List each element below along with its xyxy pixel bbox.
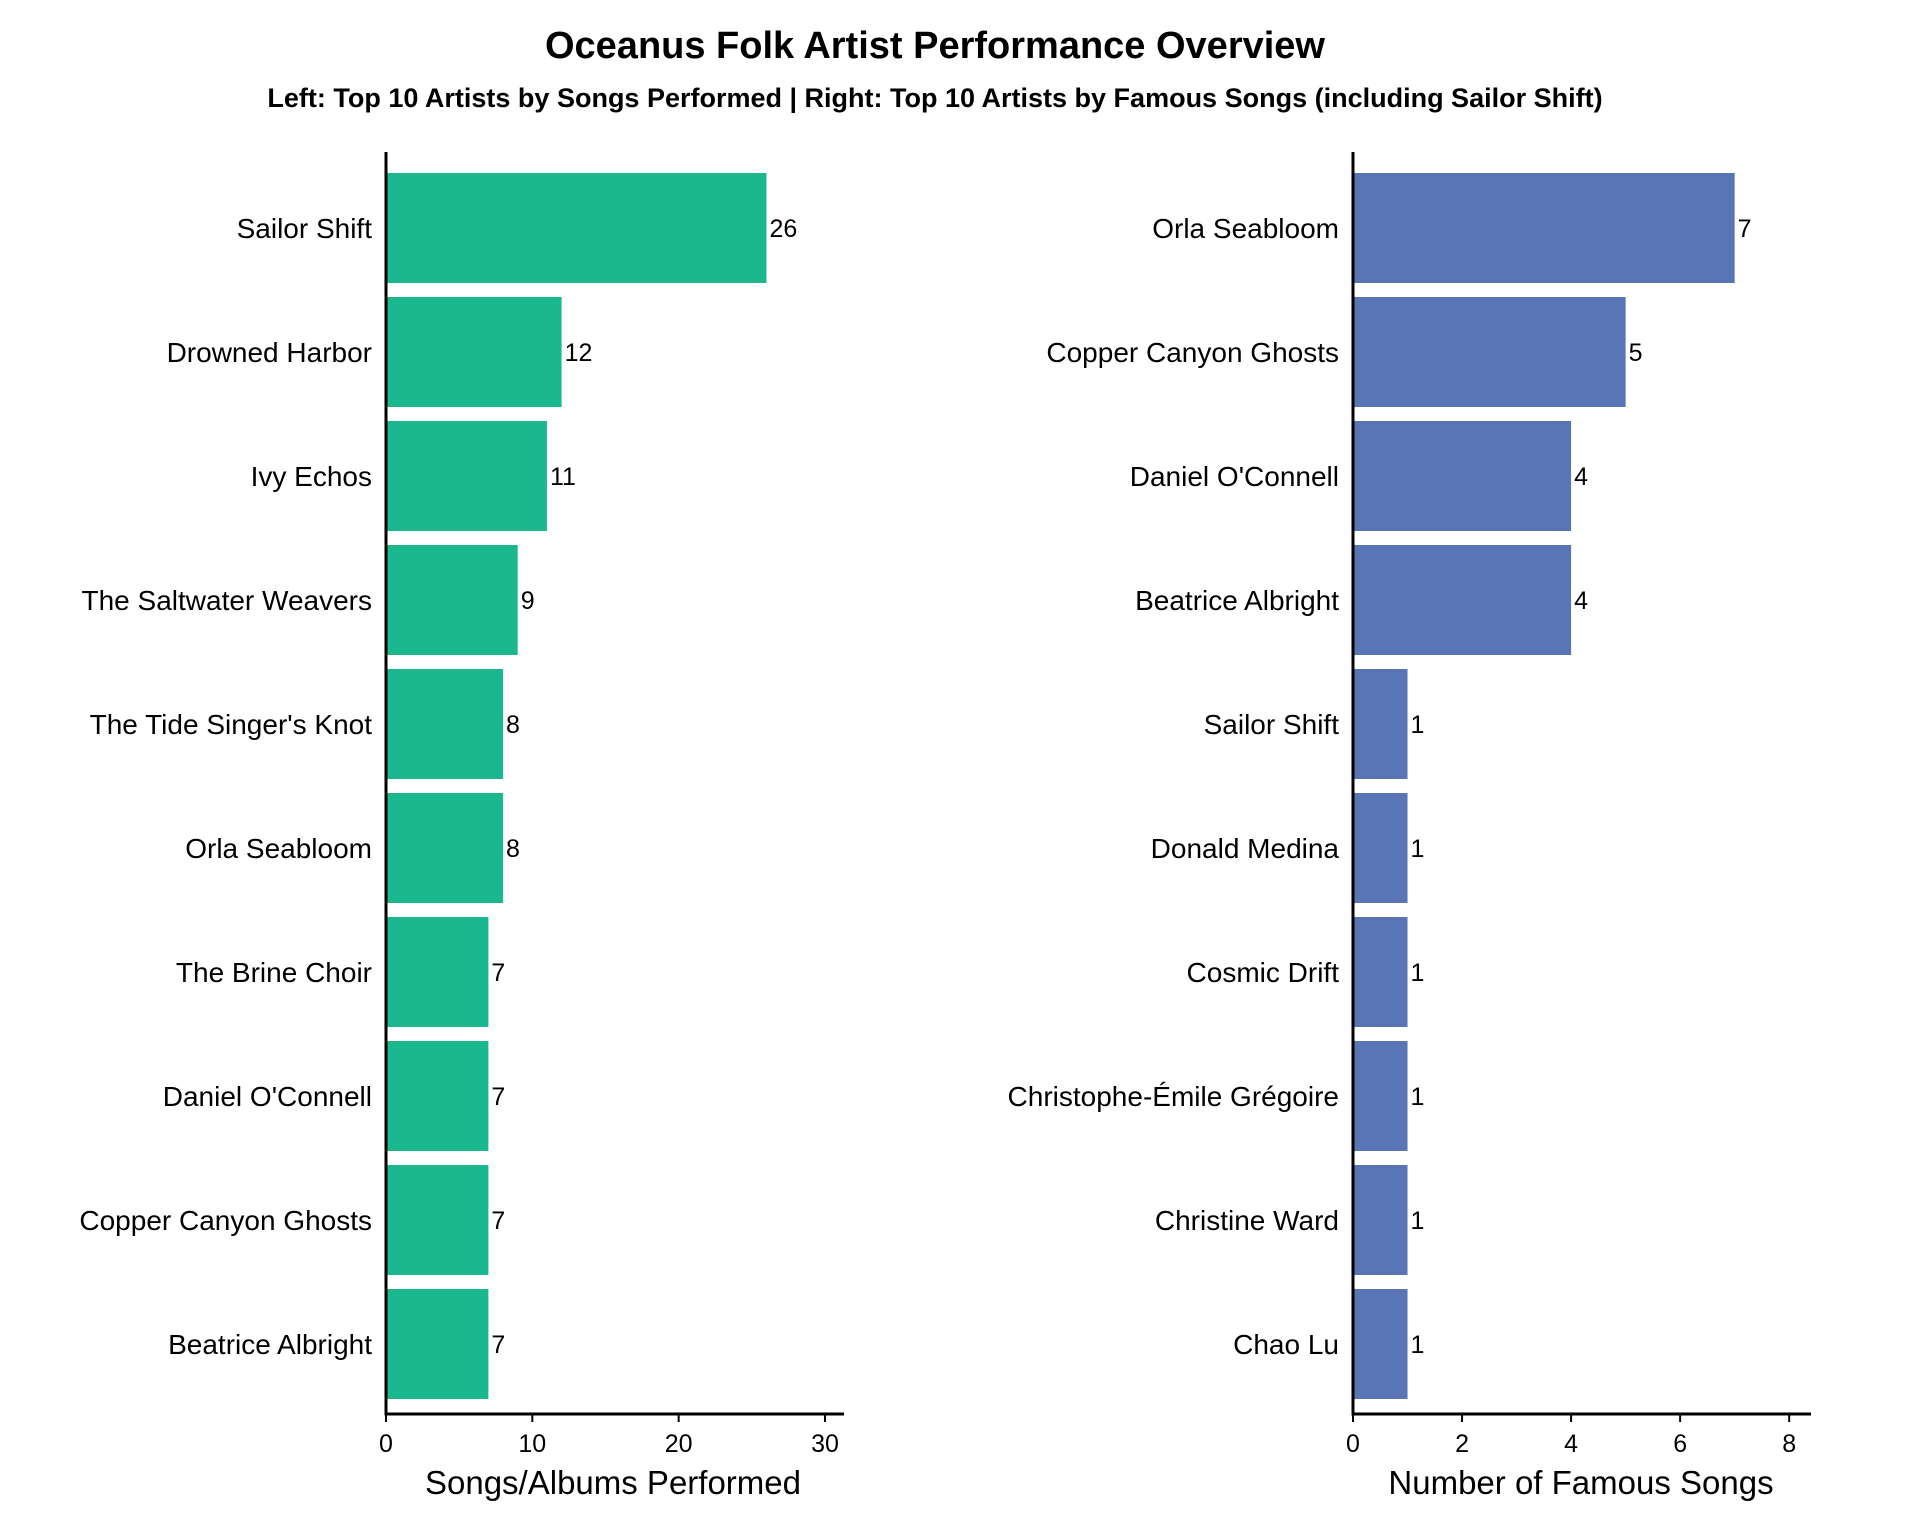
right-value-label: 1 (1411, 1083, 1425, 1111)
left-category-label: Ivy Echos (251, 461, 372, 492)
right-bar (1353, 1041, 1408, 1151)
left-bar (386, 173, 767, 283)
left-category-label: Beatrice Albright (168, 1329, 372, 1360)
left-value-label: 26 (769, 215, 797, 243)
left-category-label: The Tide Singer's Knot (90, 709, 373, 740)
right-category-label: Beatrice Albright (1135, 585, 1339, 616)
right-value-label: 1 (1411, 835, 1425, 863)
right-category-label: Copper Canyon Ghosts (1046, 337, 1339, 368)
right-category-label: Christine Ward (1155, 1205, 1339, 1236)
left-value-label: 7 (491, 1083, 505, 1111)
left-category-label: Daniel O'Connell (163, 1081, 372, 1112)
left-category-label: Copper Canyon Ghosts (79, 1205, 372, 1236)
left-category-label: The Saltwater Weavers (82, 585, 373, 616)
right-bar (1353, 173, 1735, 283)
right-category-label: Chao Lu (1233, 1329, 1339, 1360)
left-bar (386, 297, 562, 407)
right-category-label: Cosmic Drift (1187, 957, 1340, 988)
right-panel-famous-songs: Number of Famous Songs Orla Seabloom 7 Cop… (1008, 152, 1811, 1501)
left-value-label: 8 (506, 835, 520, 863)
right-value-label: 7 (1738, 215, 1752, 243)
left-bar (386, 421, 547, 531)
right-x-axis-title: Number of Famous Songs (1388, 1464, 1773, 1501)
left-category-label: The Brine Choir (176, 957, 372, 988)
right-bar (1353, 421, 1572, 531)
right-value-label: 4 (1574, 587, 1588, 615)
right-value-label: 1 (1411, 959, 1425, 987)
chart-subtitle: Left: Top 10 Artists by Songs Performed … (267, 83, 1602, 113)
left-value-label: 11 (550, 463, 576, 491)
left-value-label: 9 (521, 587, 535, 615)
right-bar (1353, 1289, 1408, 1399)
left-x-tick-label: 10 (518, 1430, 546, 1458)
right-category-label: Sailor Shift (1204, 709, 1340, 740)
left-bar (386, 1041, 489, 1151)
left-value-label: 8 (506, 711, 520, 739)
left-category-label: Orla Seabloom (185, 833, 372, 864)
left-value-label: 7 (491, 1207, 505, 1235)
right-category-label: Donald Medina (1151, 833, 1340, 864)
left-bar (386, 545, 518, 655)
right-bar (1353, 917, 1408, 1027)
chart-title: Oceanus Folk Artist Performance Overview (545, 25, 1325, 67)
left-category-label: Drowned Harbor (167, 337, 372, 368)
left-category-label: Sailor Shift (237, 213, 373, 244)
right-category-label: Orla Seabloom (1152, 213, 1339, 244)
left-value-label: 12 (565, 339, 593, 367)
left-bar (386, 917, 489, 1027)
left-x-tick-label: 0 (379, 1430, 393, 1458)
right-bar (1353, 793, 1408, 903)
left-value-label: 7 (491, 1331, 505, 1359)
right-value-label: 4 (1574, 463, 1588, 491)
right-bar (1353, 545, 1572, 655)
left-bar (386, 793, 504, 903)
right-x-tick-label: 2 (1455, 1430, 1469, 1458)
right-x-tick-label: 0 (1346, 1430, 1360, 1458)
left-bar (386, 1165, 489, 1275)
right-value-label: 1 (1411, 711, 1425, 739)
right-category-label: Daniel O'Connell (1130, 461, 1339, 492)
left-x-tick-label: 20 (665, 1430, 693, 1458)
left-value-label: 7 (491, 959, 505, 987)
left-x-tick-label: 30 (811, 1430, 839, 1458)
left-bar (386, 669, 504, 779)
right-x-tick-label: 8 (1782, 1430, 1796, 1458)
right-x-tick-label: 6 (1673, 1430, 1687, 1458)
left-bar (386, 1289, 489, 1399)
right-value-label: 1 (1411, 1207, 1425, 1235)
right-category-label: Christophe-Émile Grégoire (1008, 1081, 1339, 1112)
left-x-axis-title: Songs/Albums Performed (425, 1464, 801, 1501)
left-panel-songs-performed: Songs/Albums Performed Sailor Shift 26 Dro… (79, 152, 844, 1501)
right-x-tick-label: 4 (1564, 1430, 1578, 1458)
right-value-label: 1 (1411, 1331, 1425, 1359)
right-bar (1353, 1165, 1408, 1275)
right-value-label: 5 (1629, 339, 1643, 367)
right-bar (1353, 297, 1626, 407)
right-bar (1353, 669, 1408, 779)
